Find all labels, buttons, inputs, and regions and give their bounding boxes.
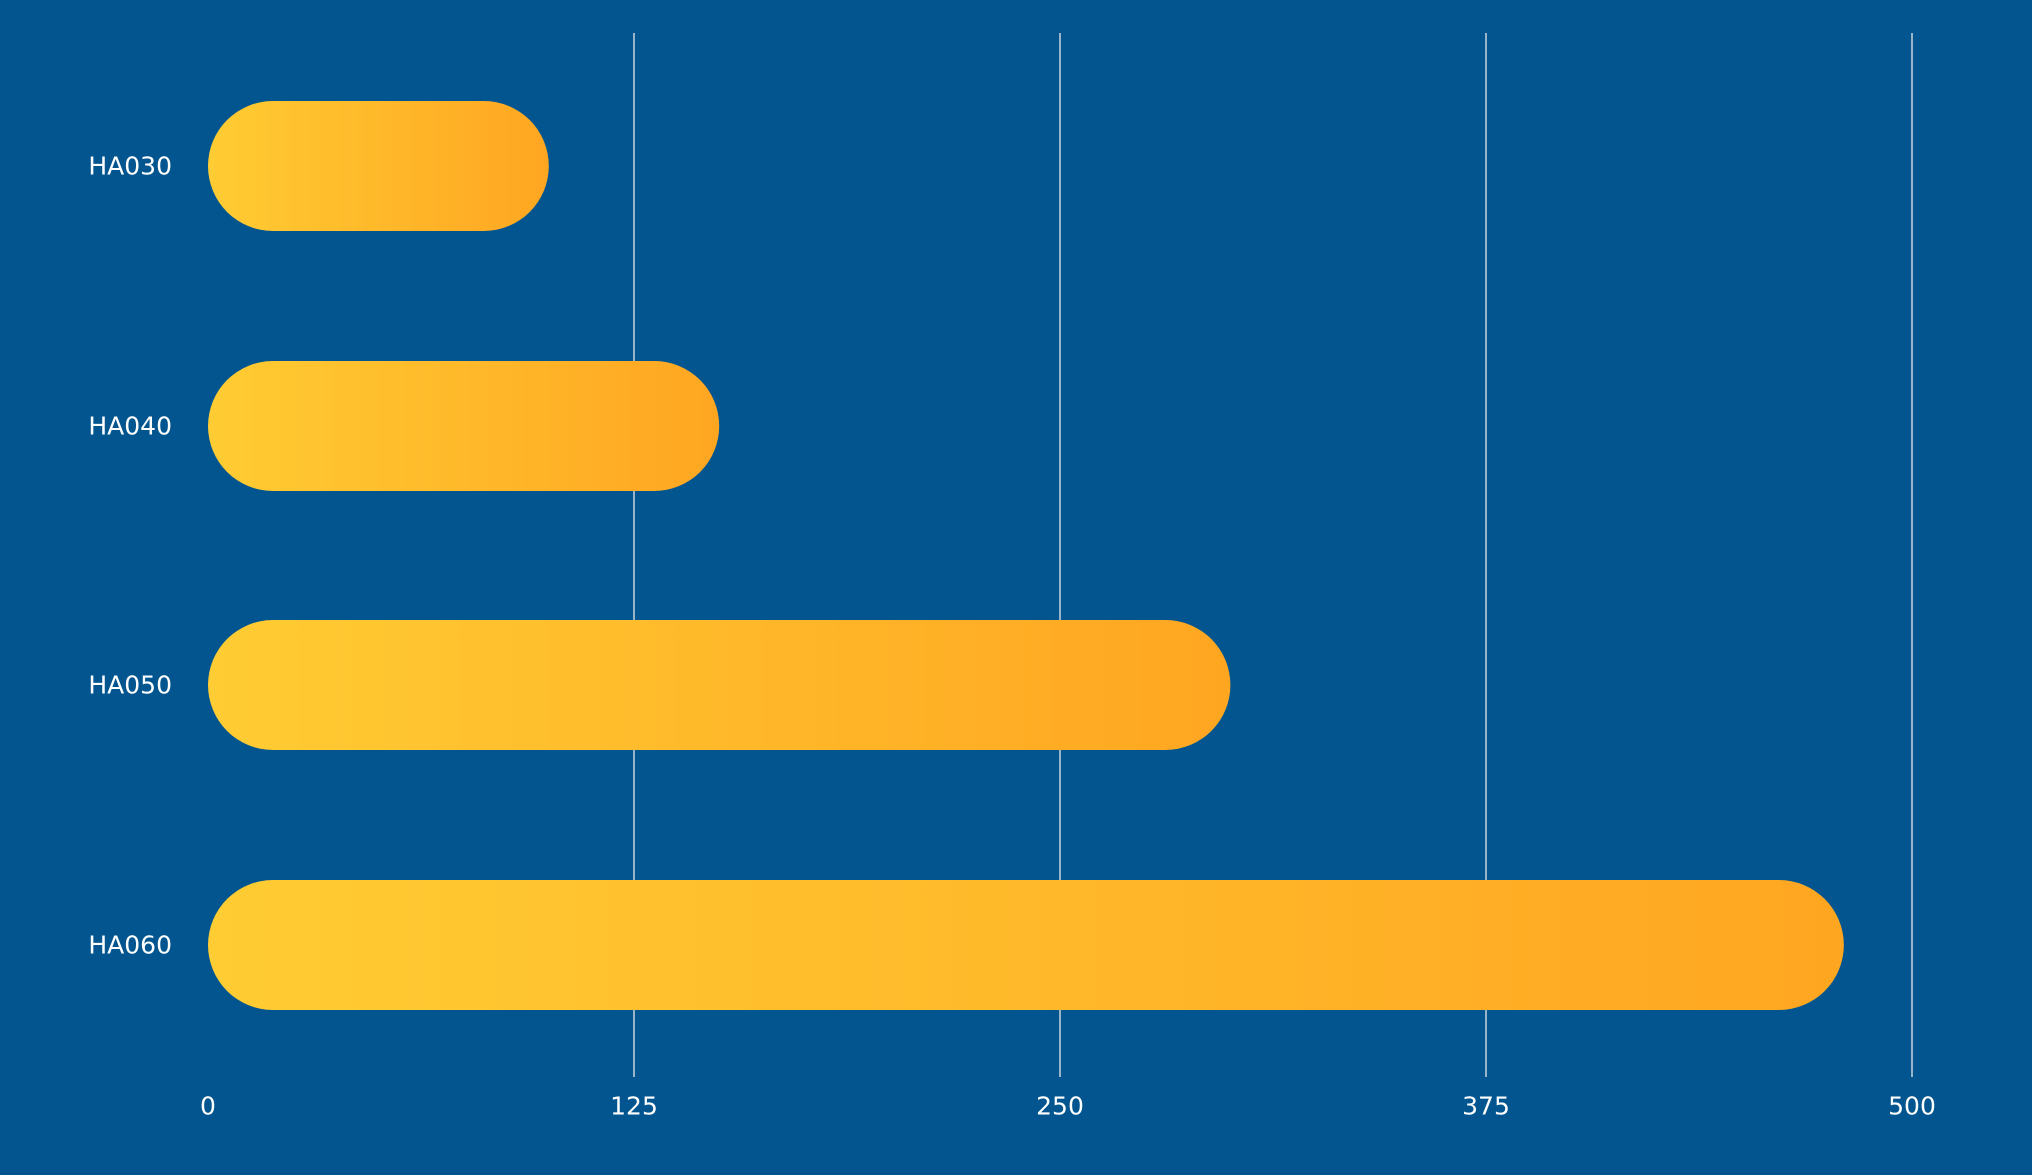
category-label-ha050: HA050: [88, 671, 172, 700]
x-tick-label-0: 0: [200, 1092, 216, 1121]
category-label-ha030: HA030: [88, 152, 172, 181]
x-tick-label-500: 500: [1888, 1092, 1936, 1121]
category-label-ha060: HA060: [88, 931, 172, 960]
x-tick-label-125: 125: [610, 1092, 658, 1121]
x-tick-label-375: 375: [1462, 1092, 1510, 1121]
category-labels: HA030 HA040 HA050 HA060: [88, 152, 172, 960]
category-label-ha040: HA040: [88, 412, 172, 441]
bar-ha050: [208, 620, 1231, 750]
x-tick-label-250: 250: [1036, 1092, 1084, 1121]
bar-ha060: [208, 880, 1844, 1010]
x-axis-tick-labels: 0 125 250 375 500: [200, 1092, 1936, 1121]
bar-ha030: [208, 101, 549, 231]
bars: [208, 101, 1844, 1010]
bar-ha040: [208, 361, 720, 491]
